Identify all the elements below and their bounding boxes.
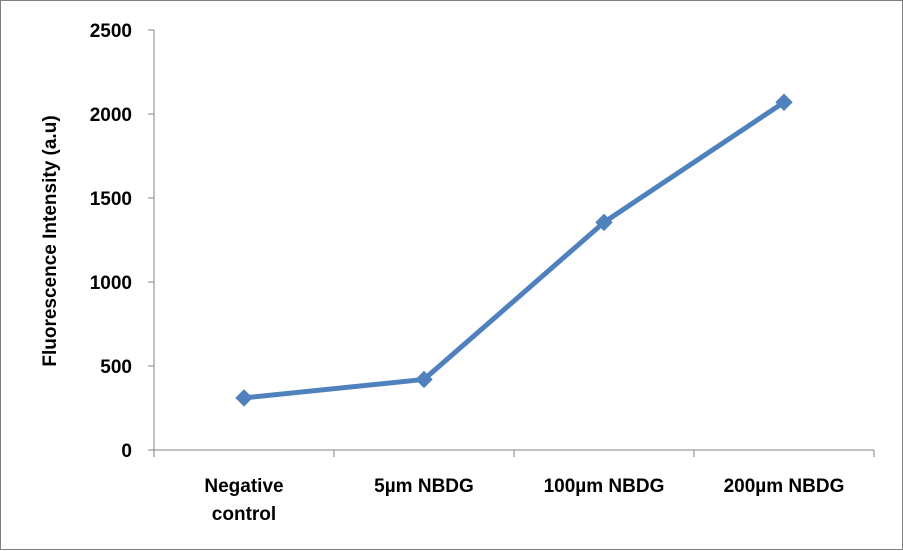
- x-category-label: 5µm NBDG: [374, 476, 474, 497]
- y-tick-label: 2500: [90, 21, 132, 42]
- x-category-label-line: 100µm NBDG: [544, 476, 665, 497]
- series-layer: [235, 93, 793, 407]
- data-point-marker: [775, 93, 793, 111]
- x-category-label-line: Negative: [204, 476, 283, 497]
- x-category-label-line: 200µm NBDG: [724, 476, 845, 497]
- y-tick-label: 2000: [90, 105, 132, 126]
- x-category-label: 100µm NBDG: [544, 476, 665, 497]
- y-tick-label: 1500: [90, 189, 132, 210]
- data-point-marker: [415, 370, 433, 389]
- series-line: [243, 100, 786, 401]
- data-point-marker: [235, 389, 253, 407]
- y-axis: 0 500 1000 1500 2000 2500: [90, 21, 155, 462]
- y-tick-label: 0: [121, 441, 132, 462]
- x-category-label: 200µm NBDG: [724, 476, 845, 497]
- x-category-label: Negative control: [204, 476, 283, 525]
- x-category-label-line: 5µm NBDG: [374, 476, 474, 497]
- data-point-marker: [595, 213, 613, 232]
- y-axis-title: Fluorescence Intensity (a.u): [40, 115, 61, 366]
- y-tick-label: 500: [100, 357, 132, 378]
- x-category-label-line: control: [212, 504, 276, 525]
- y-tick-label: 1000: [90, 273, 132, 294]
- x-axis: Negative control 5µm NBDG 100µm NBDG 200µm N…: [153, 449, 875, 525]
